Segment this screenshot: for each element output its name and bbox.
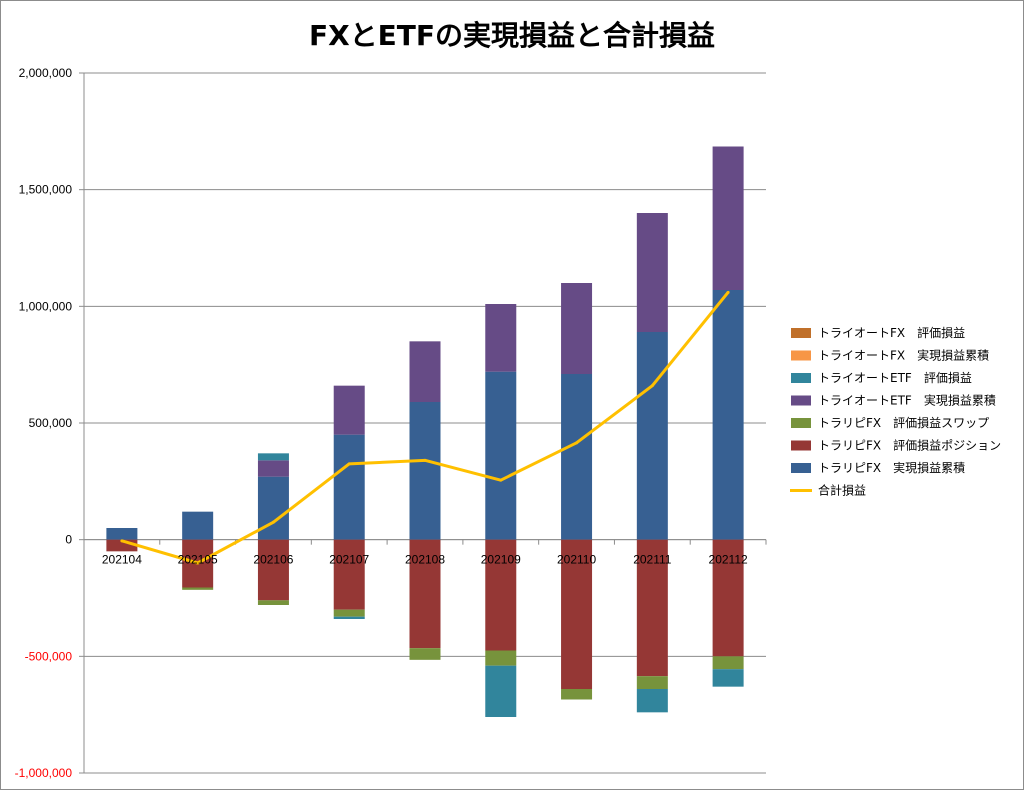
bar-segment	[485, 539, 517, 651]
total-line	[120, 290, 730, 565]
bar-segment	[257, 539, 289, 601]
legend-label: トラリピFX 評価損益ポジション	[818, 438, 1001, 453]
bar-segment	[333, 385, 365, 435]
total-line-point	[423, 458, 427, 462]
bar-segment	[409, 539, 441, 649]
x-tick-label: 202110	[557, 553, 596, 567]
bar-segment	[106, 528, 138, 540]
y-tick-label: 2,000,000	[19, 66, 73, 80]
bar-segment	[182, 587, 214, 590]
legend-swatch	[791, 328, 811, 338]
bar-segment	[561, 539, 593, 689]
bar-segment	[636, 213, 668, 332]
bar-segment	[561, 689, 593, 700]
total-line-point	[347, 462, 351, 466]
total-line-point	[120, 539, 124, 543]
legend-swatch	[791, 373, 811, 383]
legend-label: トライオートFX 評価損益	[818, 325, 965, 340]
bar-segment	[712, 669, 744, 687]
x-tick-label: 202105	[178, 553, 218, 567]
bar-segment	[712, 290, 744, 540]
total-line-point	[726, 290, 730, 294]
y-tick-label: 1,500,000	[19, 183, 73, 197]
x-tick-label: 202107	[329, 553, 369, 567]
legend-label: 合計損益	[818, 483, 866, 498]
y-tick-label: 1,000,000	[19, 299, 73, 313]
bar-segment	[561, 374, 593, 540]
legend-swatch	[791, 463, 811, 473]
legend-label: トライオートETF 評価損益	[818, 370, 972, 385]
bars	[106, 146, 744, 717]
chart-title: FXとETFの実現損益と合計損益	[308, 19, 716, 52]
x-tick-label: 202108	[405, 553, 445, 567]
bar-segment	[257, 600, 289, 605]
x-tick-label: 202106	[253, 553, 293, 567]
y-tick-label: 0	[65, 533, 72, 547]
bar-segment	[485, 665, 517, 717]
legend-swatch	[791, 350, 811, 361]
bar-segment	[712, 146, 744, 290]
bar-segment	[636, 539, 668, 677]
legend-swatch	[791, 395, 811, 406]
legend-swatch	[791, 440, 811, 451]
legend-swatch	[791, 418, 811, 428]
total-line-point	[650, 384, 654, 388]
bar-segment	[333, 434, 365, 540]
bar-segment	[485, 304, 517, 372]
bar-segment	[333, 609, 365, 617]
bar-segment	[561, 283, 593, 374]
bar-segment	[712, 656, 744, 670]
bar-segment	[485, 650, 517, 666]
x-tick-label: 202109	[481, 553, 521, 567]
bar-segment	[485, 371, 517, 540]
y-tick-labels: 2,000,000 1,500,000 1,000,000 500,000 0 -500,…	[15, 66, 73, 780]
bar-segment	[409, 341, 441, 402]
total-line-point	[499, 478, 503, 482]
x-tick-label: 202112	[709, 553, 748, 567]
total-line-point	[575, 441, 579, 445]
bar-segment	[333, 616, 365, 619]
bar-segment	[636, 689, 668, 713]
total-line-point	[196, 561, 200, 565]
bar-segment	[257, 453, 289, 461]
legend-label: トライオートFX 実現損益累積	[818, 348, 989, 363]
bar-segment	[182, 511, 214, 540]
bar-segment	[333, 539, 365, 610]
bar-segment	[712, 539, 744, 657]
bar-segment	[257, 460, 289, 477]
legend-label: トラリピFX 評価損益スワップ	[818, 415, 989, 430]
x-tick-label: 202104	[102, 553, 142, 567]
total-line-point	[271, 520, 275, 524]
y-tick-label: -1,000,000	[15, 766, 73, 780]
bar-segment	[106, 539, 138, 552]
bar-segment	[636, 676, 668, 689]
y-tick-label: 500,000	[29, 416, 73, 430]
y-tick-label: -500,000	[25, 649, 73, 663]
bar-segment	[257, 476, 289, 540]
x-tick-labels: 202104 202105 202106 202107 202108 202109 2021…	[102, 553, 748, 567]
bar-segment	[409, 648, 441, 660]
legend-label: トライオートETF 実現損益累積	[818, 393, 996, 408]
x-tick-label: 202111	[633, 553, 672, 567]
bar-segment	[636, 332, 668, 540]
legend-label: トラリピFX 実現損益累積	[818, 460, 965, 475]
bar-segment	[409, 402, 441, 540]
